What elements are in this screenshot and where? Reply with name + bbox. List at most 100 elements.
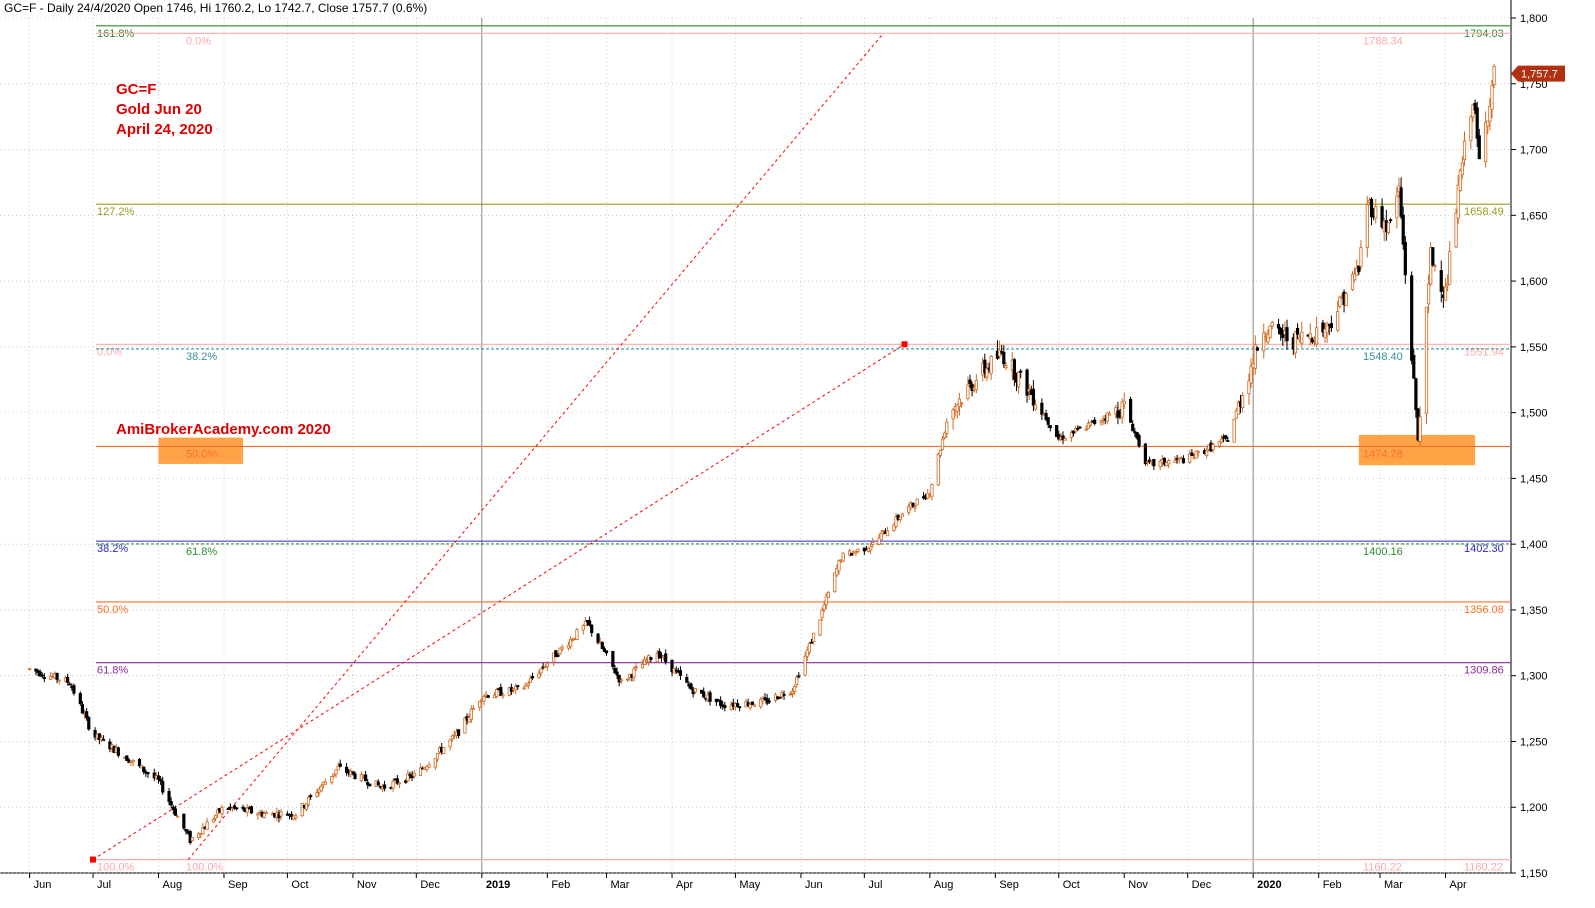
x-tick-label: 2020: [1257, 879, 1281, 891]
candle-body: [323, 781, 328, 785]
candle-body: [226, 808, 230, 810]
candle-body: [1217, 441, 1221, 447]
candle-body: [1057, 434, 1061, 440]
candle-body: [188, 830, 192, 844]
last-price-badge: [1511, 65, 1565, 82]
candle-body: [1475, 107, 1479, 139]
candle-body: [1431, 247, 1435, 266]
candle-body: [1236, 401, 1240, 415]
candle-body: [856, 548, 860, 552]
candle-body: [1433, 265, 1437, 267]
candle-body: [40, 674, 44, 677]
candle-body: [818, 619, 822, 636]
candle-body: [376, 781, 380, 786]
candle-body: [1167, 460, 1171, 465]
fib-level-pct: 50.0%: [97, 604, 128, 616]
candle-body: [664, 653, 668, 663]
candle-body: [304, 803, 309, 810]
candle-body: [943, 432, 947, 438]
candle-body: [626, 678, 630, 681]
x-tick-label: Jul: [868, 879, 882, 891]
x-tick-label: Feb: [1323, 879, 1342, 891]
candle-body: [116, 747, 120, 756]
candle-body: [1266, 334, 1270, 343]
candle-body: [171, 806, 175, 810]
candle-body: [558, 647, 562, 655]
candle-body: [1443, 286, 1448, 301]
support-zone-box: [158, 437, 244, 464]
candle-body: [418, 767, 423, 776]
candle-body: [1471, 104, 1475, 118]
candle-body: [99, 737, 104, 741]
candle-body: [1314, 327, 1319, 345]
candle-body: [1211, 444, 1215, 450]
candle-body: [211, 818, 216, 823]
candle-body: [1253, 344, 1257, 369]
candle-body: [1086, 423, 1090, 429]
candle-body: [1107, 413, 1112, 416]
candle-body: [516, 685, 520, 688]
candle-body: [1458, 170, 1462, 191]
candle-body: [552, 652, 556, 663]
candle-body: [617, 674, 621, 683]
candle-body: [1410, 275, 1414, 361]
candle-body: [568, 638, 573, 647]
candle-body: [1040, 402, 1044, 415]
candle-body: [467, 717, 471, 723]
y-tick-label: 1,800: [1520, 13, 1548, 25]
candle-body: [1270, 322, 1274, 327]
candle-body: [936, 454, 940, 486]
candle-body: [1105, 412, 1109, 422]
candle-body: [877, 537, 881, 545]
candle-body: [571, 639, 575, 642]
candle-body: [330, 775, 334, 783]
candle-body: [835, 568, 839, 576]
candle-body: [729, 704, 733, 710]
fib-level-value: 1356.08: [1464, 604, 1504, 616]
candle-body: [854, 551, 858, 554]
candle-body: [951, 409, 955, 420]
candle-body: [809, 641, 814, 644]
candle-body: [983, 359, 987, 374]
candle-body: [344, 766, 349, 773]
candle-body: [735, 703, 740, 708]
trend-anchor-point: [901, 341, 908, 348]
candle-body: [1336, 311, 1340, 331]
candle-body: [1359, 247, 1363, 267]
candle-body: [57, 679, 61, 682]
candle-body: [1344, 293, 1348, 306]
candle-body: [101, 738, 106, 741]
date-label: April 24, 2020: [116, 121, 213, 138]
y-tick-label: 1,250: [1520, 736, 1548, 748]
candle-body: [351, 771, 355, 774]
fib-level-value: 1474.28: [1363, 448, 1403, 460]
candle-body: [782, 693, 786, 696]
candle-body: [1462, 140, 1467, 160]
candle-body: [778, 696, 782, 699]
candle-body: [425, 766, 429, 771]
candle-body: [1033, 404, 1038, 410]
candle-body: [87, 717, 91, 730]
candle-body: [1399, 187, 1403, 217]
candle-body: [940, 438, 945, 450]
candle-body: [42, 677, 46, 679]
candle-body: [1071, 430, 1076, 434]
candle-body: [1395, 195, 1399, 219]
candle-body: [1456, 184, 1460, 219]
candle-body: [913, 506, 917, 509]
candle-body: [600, 642, 604, 650]
y-tick-label: 1,200: [1520, 802, 1548, 814]
x-tick-label: Apr: [1449, 879, 1466, 891]
candle-body: [1484, 122, 1488, 163]
candle-body: [850, 552, 854, 556]
candle-body: [1031, 388, 1035, 406]
candle-body: [1188, 453, 1192, 463]
candle-body: [640, 663, 645, 669]
candle-body: [915, 498, 919, 506]
candle-body: [137, 759, 142, 767]
x-tick-label: Sep: [999, 879, 1019, 891]
candle-body: [885, 530, 890, 537]
fib-level-value: 1400.16: [1363, 546, 1403, 558]
candle-body: [543, 666, 547, 669]
candle-body: [1004, 365, 1008, 369]
